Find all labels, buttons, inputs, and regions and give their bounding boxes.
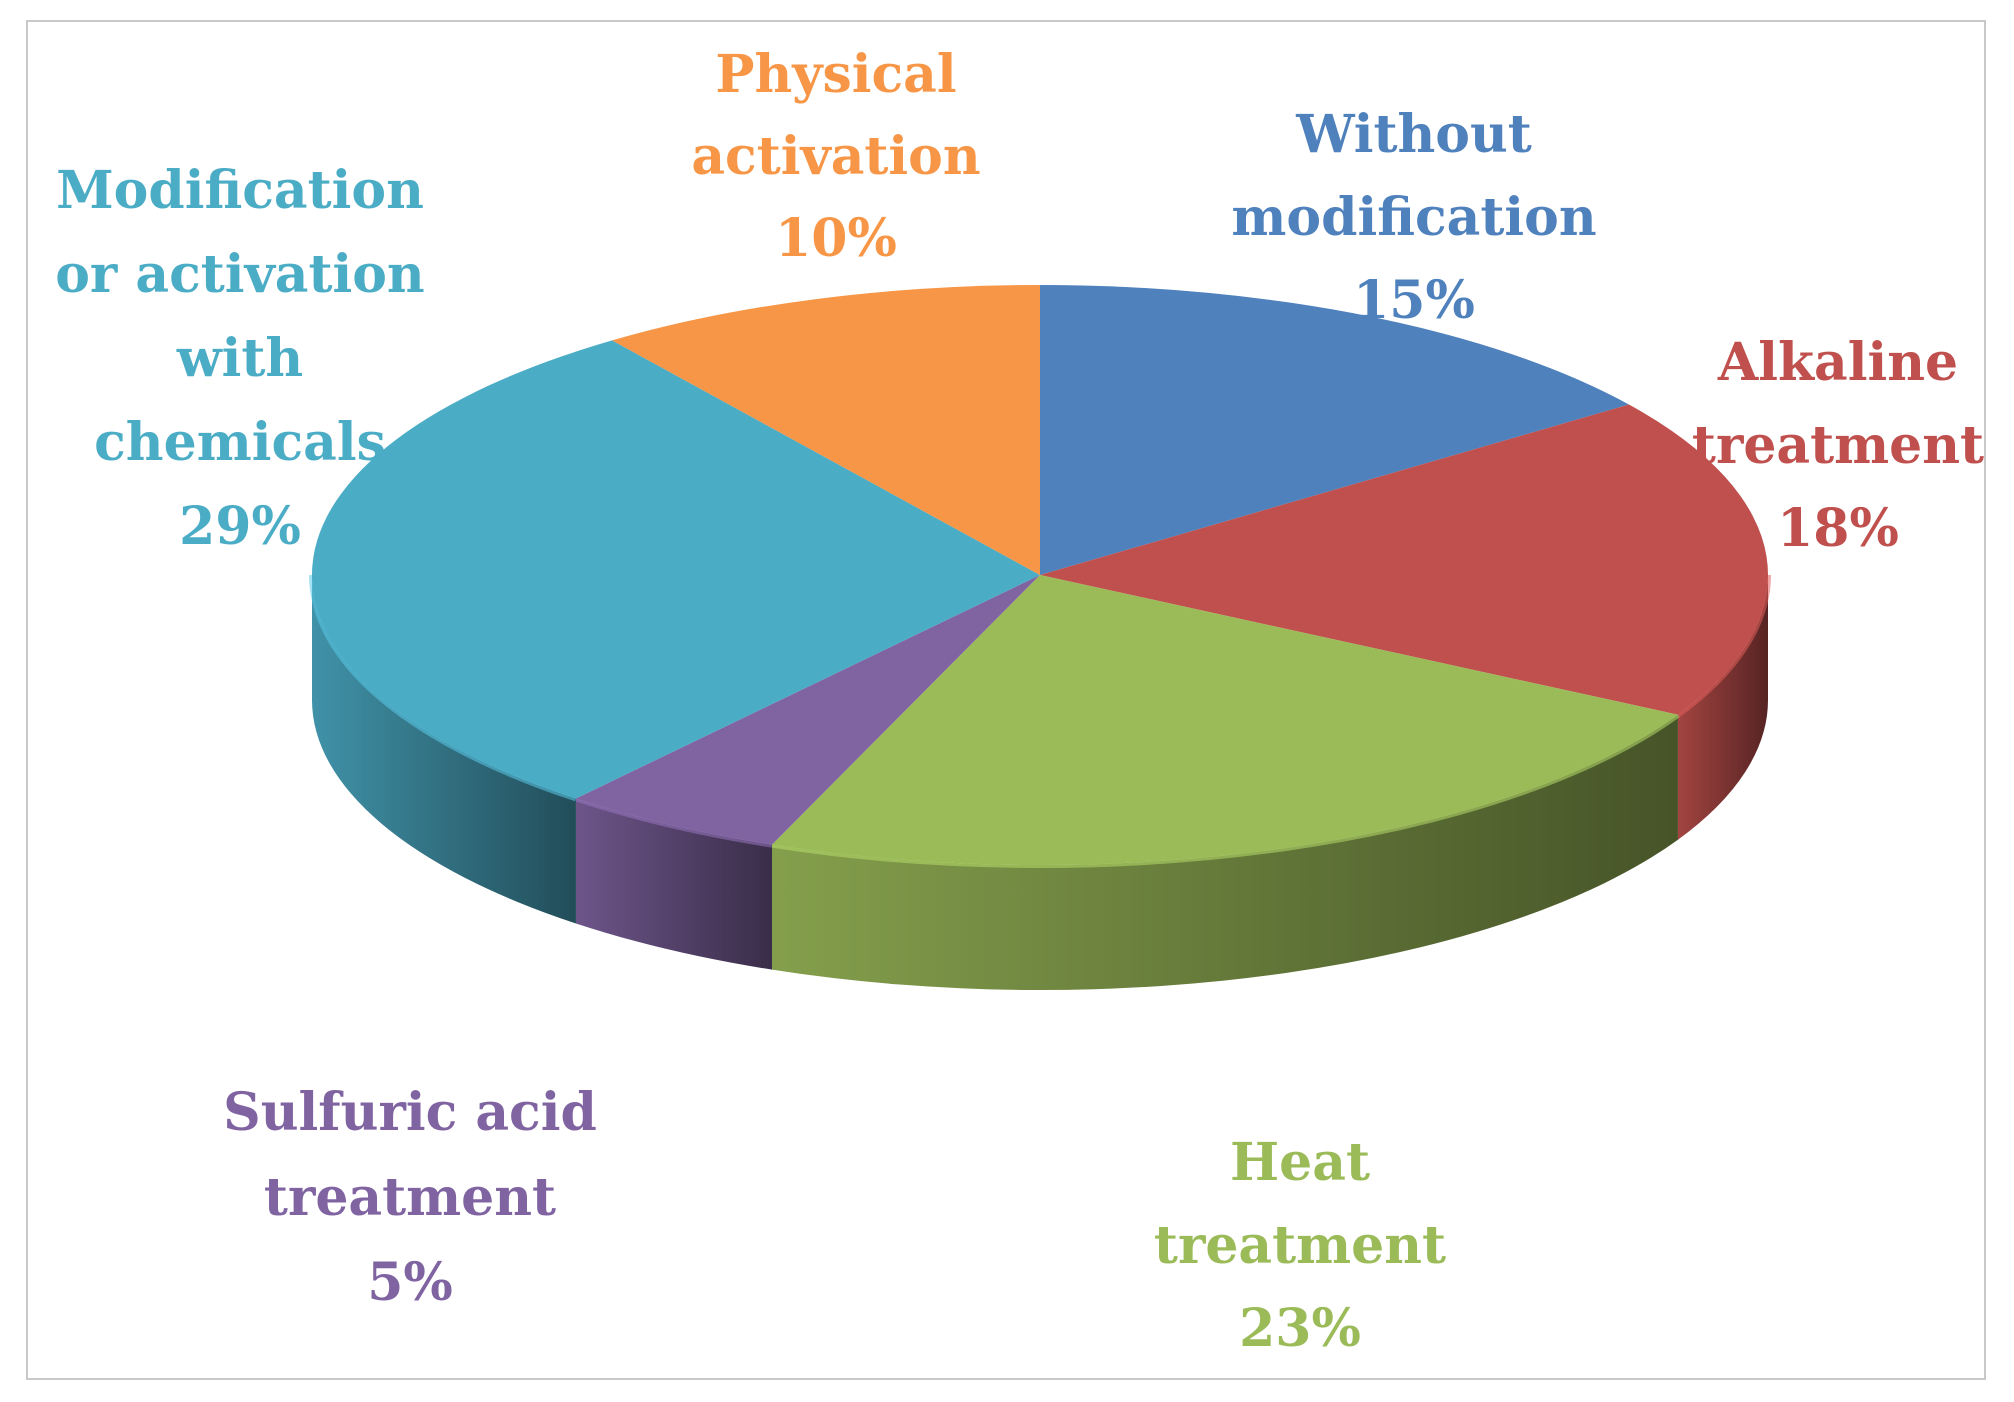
pie-tops <box>311 285 1769 866</box>
slice-label-5: Physical activation 10% <box>691 44 980 269</box>
slice-label-line-0-1: modification <box>1231 187 1596 248</box>
pie-slice-0 <box>1040 285 1629 575</box>
pie-side-1 <box>1677 575 1769 840</box>
slice-label-4: Modification or activation with chemicals 29… <box>55 160 424 557</box>
slice-label-line-4-2: with <box>176 328 303 389</box>
slice-label-0: Without modification 15% <box>1231 104 1596 331</box>
slice-percent-0: 15% <box>1353 270 1475 331</box>
slice-percent-4: 29% <box>179 496 301 557</box>
slice-label-line-3-1: treatment <box>264 1167 556 1228</box>
slice-label-line-2-1: treatment <box>1154 1215 1446 1276</box>
pie-side-4 <box>312 575 576 924</box>
pie-side-3 <box>575 798 773 970</box>
slice-label-1: Alkaline treatment 18% <box>1692 332 1984 559</box>
slice-label-line-4-1: or activation <box>55 244 424 305</box>
slice-label-line-0-0: Without <box>1295 104 1532 165</box>
slice-label-line-3-0: Sulfuric acid <box>223 1082 597 1143</box>
slice-label-3: Sulfuric acid treatment 5% <box>223 1082 597 1313</box>
slice-percent-2: 23% <box>1239 1298 1361 1359</box>
slice-label-line-4-3: chemicals <box>94 412 386 473</box>
slice-percent-5: 10% <box>775 208 897 269</box>
pie-slice-2 <box>772 575 1678 866</box>
slice-label-2: Heat treatment 23% <box>1154 1132 1446 1359</box>
pie-labels: Without modification 15% Alkaline treatment 1… <box>55 44 1984 1359</box>
slice-label-line-1-1: treatment <box>1692 415 1984 476</box>
slice-label-line-4-0: Modification <box>56 160 424 221</box>
pie-slice-4 <box>311 340 1040 799</box>
pie-slice-3 <box>575 575 1040 845</box>
slice-label-line-5-0: Physical <box>715 44 956 105</box>
pie-slice-5 <box>612 285 1040 575</box>
pie-side-2 <box>772 714 1678 990</box>
slice-label-line-1-0: Alkaline <box>1717 332 1958 393</box>
slice-percent-1: 18% <box>1777 498 1899 559</box>
slice-label-line-5-1: activation <box>691 126 980 187</box>
slice-label-line-2-0: Heat <box>1230 1132 1370 1193</box>
slice-percent-3: 5% <box>367 1252 453 1313</box>
pie-slice-1 <box>1040 404 1769 715</box>
